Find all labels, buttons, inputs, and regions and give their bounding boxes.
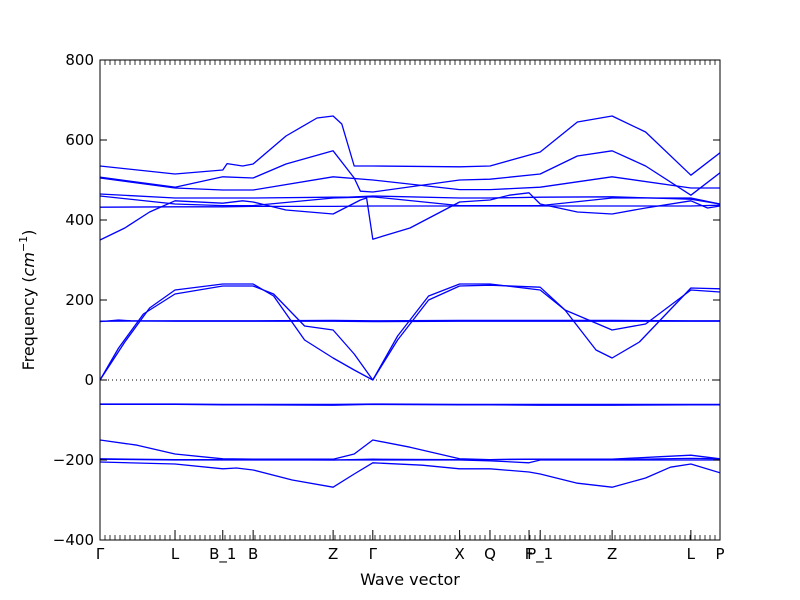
series-line-10 [100, 319, 720, 323]
x-tick-label: P_1 [527, 545, 553, 564]
series-line-15 [100, 176, 720, 191]
series-group [100, 115, 720, 488]
y-axis-label-unit: cm [19, 252, 38, 276]
y-tick-label: 800 [65, 51, 94, 69]
y-axis-label-close: ) [19, 230, 38, 236]
y-tick-label: 200 [65, 291, 94, 309]
y-tick-label: −400 [53, 531, 94, 549]
x-tick-label: F [525, 545, 534, 563]
y-axis-label-main: Frequency ( [19, 276, 38, 370]
x-axis-ticks: Γ L B_1 B Z Γ X Q FP_1 Z L P [96, 530, 725, 564]
series-line-4 [100, 439, 720, 461]
series-line-16 [100, 150, 720, 196]
x-tick-label: Γ [96, 545, 105, 563]
x-tick-label: Z [607, 545, 617, 563]
x-tick-label: Q [484, 545, 496, 563]
x-axis-label: Wave vector [360, 570, 460, 589]
series-line-12 [100, 204, 720, 208]
x-tick-label: P [715, 545, 724, 563]
series-line-13 [100, 195, 720, 207]
x-tick-label: B_1 [209, 545, 236, 564]
series-line-11 [100, 192, 720, 241]
y-tick-label: 600 [65, 131, 94, 149]
x-tick-label: Γ [369, 545, 378, 563]
x-tick-label: X [454, 545, 464, 563]
y-tick-label: 400 [65, 211, 94, 229]
series-line-14 [100, 193, 720, 205]
series-line-1 [100, 461, 720, 488]
y-axis-ticks: −400 −200 0 200 400 600 800 [53, 51, 720, 549]
x-tick-label: B [248, 545, 258, 563]
minor-ticks [99, 60, 721, 540]
x-tick-label: Z [328, 545, 338, 563]
plot-area [100, 60, 720, 540]
x-tick-label: L [687, 545, 696, 563]
y-tick-label: −200 [53, 451, 94, 469]
series-line-17 [100, 115, 720, 176]
y-axis-label-exp: −1 [17, 236, 30, 252]
series-line-8 [100, 283, 720, 381]
y-axis-label: Frequency (cm−1) [17, 230, 38, 371]
y-tick-label: 0 [84, 371, 94, 389]
x-tick-label: L [171, 545, 180, 563]
